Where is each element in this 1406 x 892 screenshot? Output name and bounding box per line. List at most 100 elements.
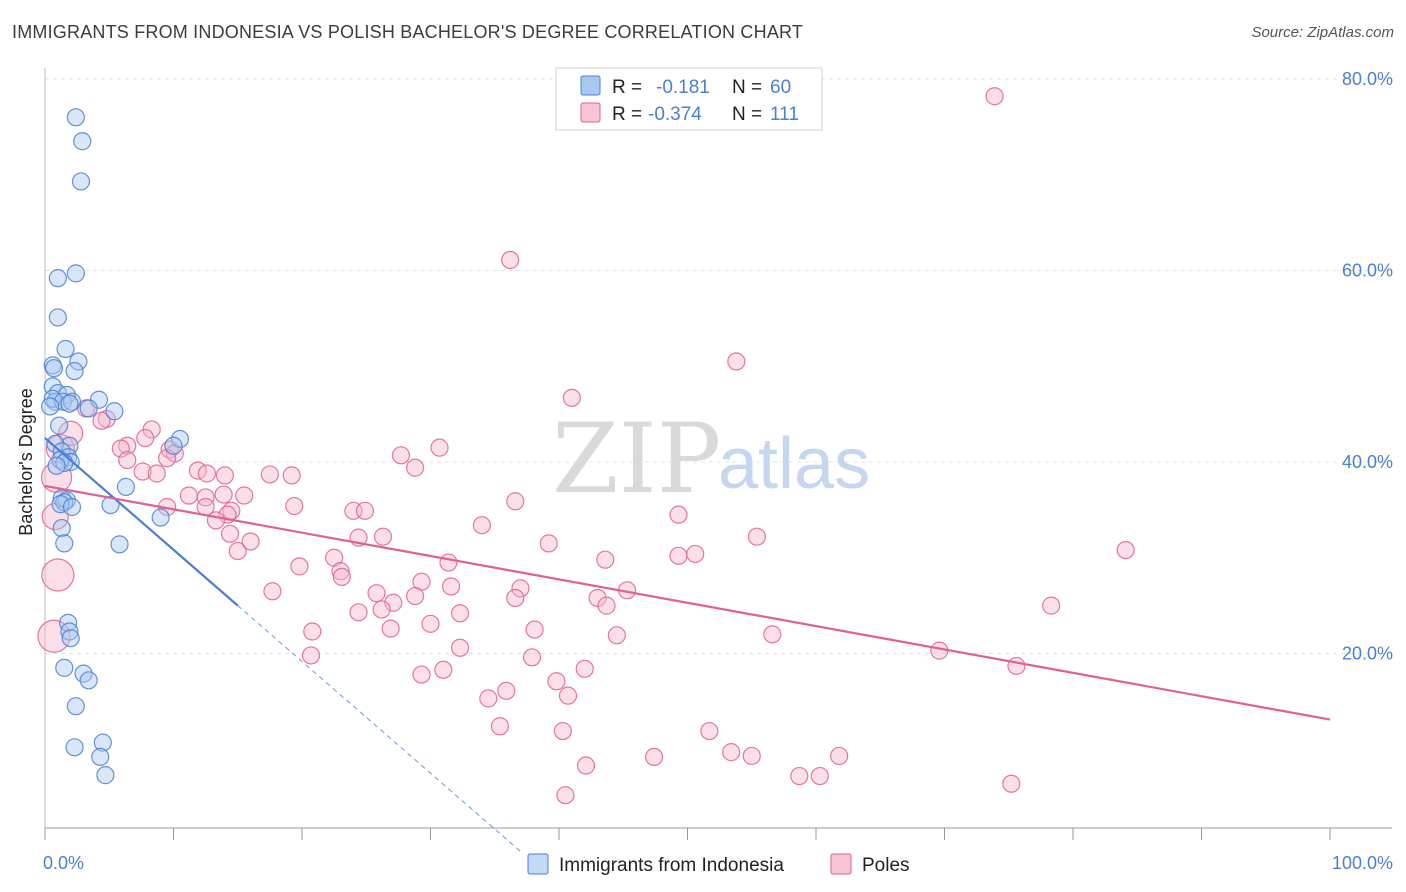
poles-point — [133, 462, 152, 481]
poles-point — [1116, 540, 1135, 560]
poles-point — [1002, 774, 1021, 793]
series-poles-points — [37, 87, 1135, 805]
poles-point — [260, 465, 279, 484]
poles-point — [497, 681, 516, 700]
poles-point — [136, 428, 155, 448]
poles-point — [282, 466, 301, 485]
indonesia-point — [62, 497, 82, 517]
poles-point — [522, 648, 542, 667]
y-axis-label: Bachelor's Degree — [16, 388, 36, 536]
indonesia-point — [66, 264, 85, 283]
poles-point — [92, 411, 111, 430]
grid-lines — [45, 78, 1392, 654]
poles-point — [597, 596, 616, 615]
indonesia-point — [164, 436, 183, 455]
poles-point — [669, 505, 688, 524]
poles-point — [525, 620, 544, 639]
poles-point — [430, 438, 449, 457]
indonesia-point — [55, 534, 74, 553]
indonesia-point — [79, 399, 98, 418]
stats-legend: R = -0.181 N = 60 R = -0.374 N = 111 — [555, 67, 823, 131]
indonesia-point — [151, 508, 170, 527]
poles-point — [303, 622, 322, 641]
indonesia-point — [55, 658, 74, 677]
indonesia-trend-line — [44, 437, 239, 607]
poles-point — [450, 638, 470, 657]
poles-point — [405, 458, 425, 477]
poles-point — [562, 388, 581, 407]
indonesia-point — [71, 172, 91, 191]
poles-point — [355, 501, 375, 520]
trend-lines — [44, 437, 1331, 852]
indonesia-point — [61, 629, 80, 648]
indonesia-point — [60, 394, 79, 413]
poles-point — [41, 558, 75, 592]
chart-source: Source: ZipAtlas.com — [1251, 24, 1394, 41]
poles-point — [214, 485, 233, 504]
poles-point — [506, 588, 525, 608]
poles-point — [472, 516, 491, 535]
bottom-legend-swatch-indonesia — [527, 853, 549, 875]
poles-point — [607, 626, 626, 645]
poles-point — [228, 541, 247, 561]
poles-point — [596, 550, 615, 569]
indonesia-point — [65, 738, 84, 757]
poles-point — [644, 747, 664, 767]
poles-point — [372, 600, 391, 619]
poles-point — [985, 87, 1004, 106]
poles-point — [547, 672, 566, 691]
poles-point — [373, 527, 393, 546]
indonesia-point — [48, 269, 67, 288]
poles-point — [727, 352, 746, 371]
indonesia-point — [79, 671, 98, 690]
poles-point — [742, 746, 761, 766]
indonesia-point — [73, 132, 92, 151]
y-tick-label: 40.0% — [1342, 452, 1393, 472]
legend-r-value-poles: -0.374 — [648, 104, 702, 125]
series-indonesia-points — [41, 108, 190, 785]
poles-point — [118, 450, 137, 470]
indonesia-point — [69, 352, 88, 371]
poles-point — [722, 743, 741, 762]
axes — [44, 68, 1392, 829]
poles-point — [349, 603, 368, 622]
bottom-legend-label-indonesia: Immigrants from Indonesia — [559, 855, 784, 876]
indonesia-point — [93, 733, 112, 752]
poles-point — [1007, 656, 1026, 676]
indonesia-trend-extension — [237, 605, 521, 852]
poles-point — [700, 721, 719, 741]
poles-point — [241, 532, 260, 551]
poles-point — [539, 534, 558, 553]
y-axis-tick-labels: 20.0% 40.0% 60.0% 80.0% — [1342, 69, 1393, 664]
legend-swatch-indonesia — [580, 75, 601, 96]
legend-r-label-poles: R = — [612, 104, 642, 125]
watermark: ZIP atlas — [552, 403, 870, 515]
poles-point — [196, 488, 215, 507]
poles-point — [830, 746, 849, 766]
x-tick-label-min: 0.0% — [43, 853, 84, 873]
poles-point — [511, 579, 530, 598]
poles-point — [197, 464, 217, 483]
poles-point — [220, 524, 240, 543]
indonesia-point — [47, 456, 66, 475]
poles-point — [1042, 596, 1061, 615]
poles-point — [553, 721, 572, 741]
x-axis-ticks — [44, 828, 1331, 840]
indonesia-point — [91, 747, 110, 767]
indonesia-point — [50, 416, 69, 435]
indonesia-point — [48, 308, 67, 327]
poles-point — [235, 486, 254, 505]
indonesia-point — [62, 392, 82, 411]
poles-point — [367, 584, 386, 603]
poles-point — [576, 756, 596, 775]
x-tick-label-max: 100.0% — [1332, 853, 1393, 873]
indonesia-point — [66, 108, 85, 127]
indonesia-point — [66, 697, 85, 716]
poles-point — [391, 446, 411, 465]
poles-point — [285, 496, 304, 516]
watermark-atlas: atlas — [718, 424, 870, 504]
indonesia-point — [170, 429, 190, 449]
legend-swatch-poles — [580, 102, 601, 123]
poles-point — [686, 544, 705, 564]
